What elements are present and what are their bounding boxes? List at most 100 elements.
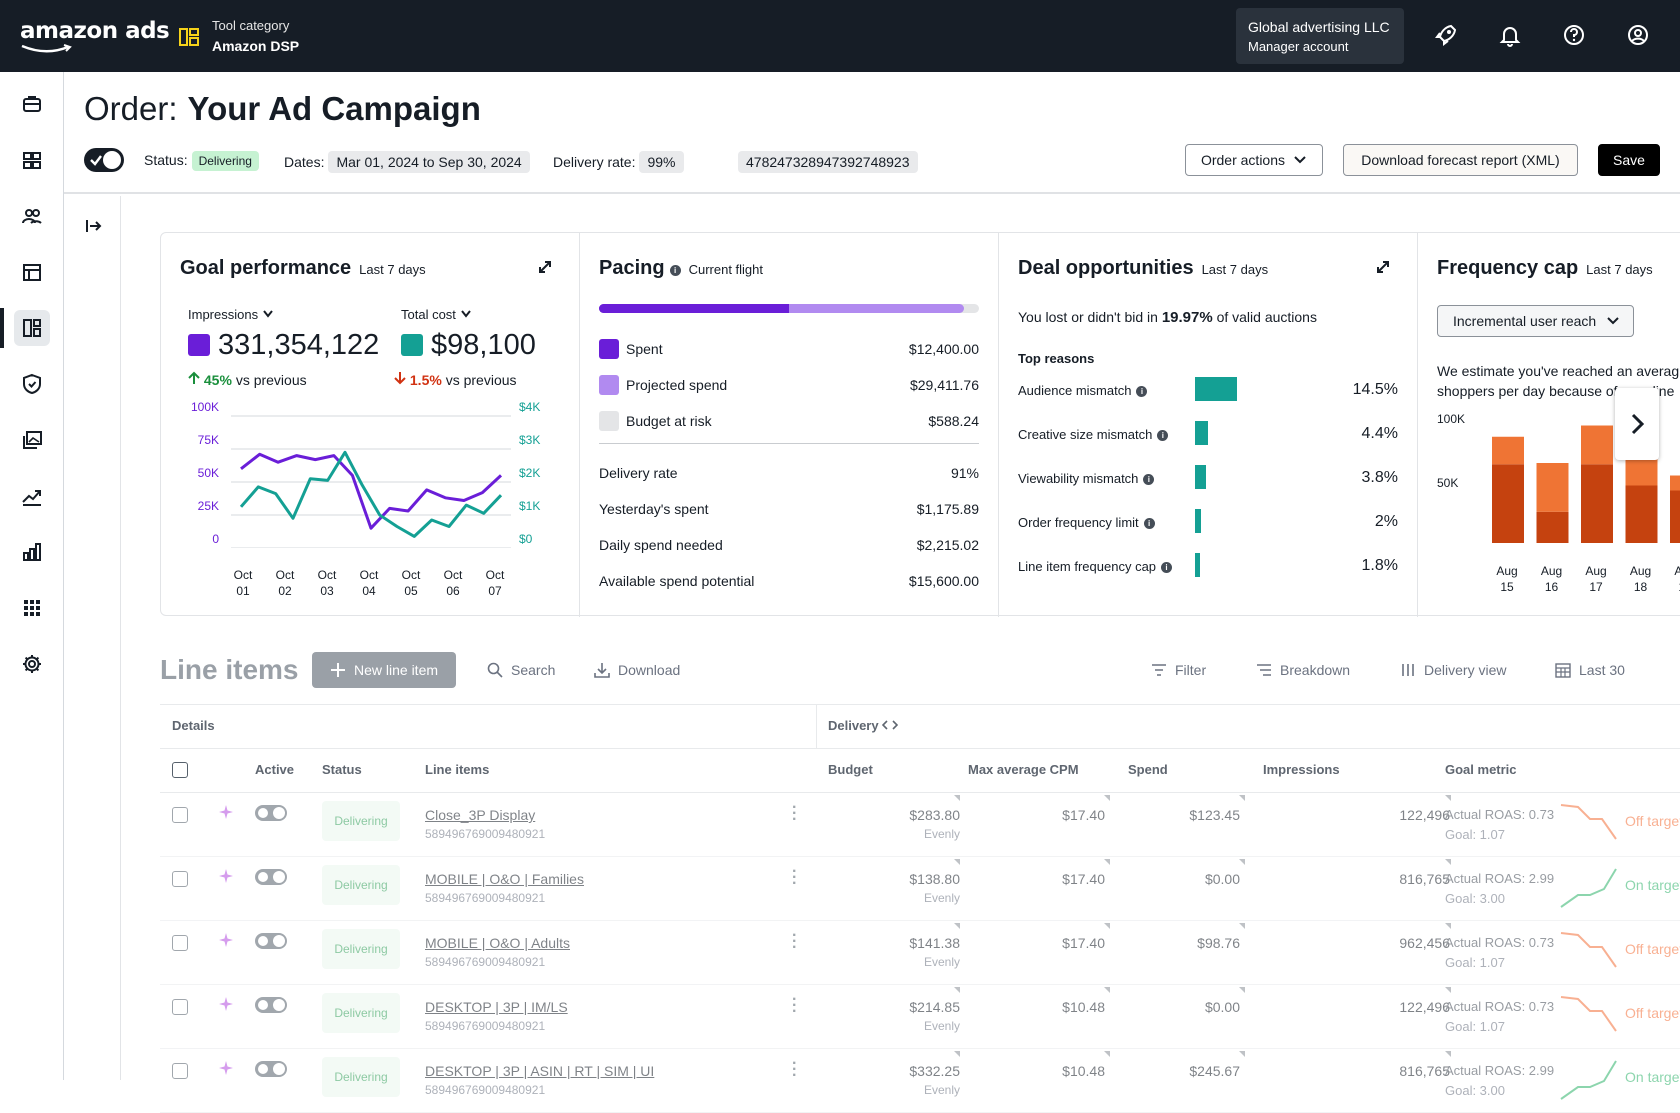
nav-reports[interactable] [14, 534, 50, 570]
sparkle-icon[interactable] [217, 931, 235, 949]
more-actions-icon[interactable]: · · · [792, 799, 798, 828]
dates-label: Dates: [284, 154, 325, 170]
nav-dsp[interactable] [14, 310, 50, 346]
sparkle-icon[interactable] [217, 1059, 235, 1077]
nav-brand-safety[interactable] [14, 366, 50, 402]
download-button[interactable]: Download [594, 662, 680, 678]
budget-value[interactable]: $332.25 [909, 1063, 960, 1079]
nav-creatives[interactable] [14, 422, 50, 458]
row-checkbox[interactable] [172, 1063, 188, 1079]
info-icon[interactable]: i [1136, 386, 1148, 397]
info-icon[interactable]: i [1143, 474, 1155, 485]
next-card-button[interactable] [1615, 388, 1659, 460]
budget-value[interactable]: $214.85 [909, 999, 960, 1015]
nav-settings[interactable] [14, 646, 50, 682]
col-max-cpm[interactable]: Max average CPM [968, 762, 1079, 777]
editable-corner [1239, 859, 1245, 865]
x-tick-month: Aug [1585, 564, 1607, 578]
right-axis-tick: $4K [519, 400, 541, 414]
row-checkbox[interactable] [172, 999, 188, 1015]
frequency-x-tick: Aug 18 [1626, 563, 1656, 595]
nav-briefcase[interactable] [14, 86, 50, 122]
row-active-toggle[interactable] [255, 933, 287, 949]
delivery-view-button[interactable]: Delivery view [1400, 662, 1506, 678]
max-cpm-value[interactable]: $10.48 [1062, 1063, 1105, 1079]
more-actions-icon[interactable]: · · · [792, 927, 798, 956]
line-item-link[interactable]: MOBILE | O&O | Adults [425, 935, 570, 951]
row-active-toggle[interactable] [255, 869, 287, 885]
budget-value[interactable]: $283.80 [909, 807, 960, 823]
col-goal-metric[interactable]: Goal metric [1445, 762, 1517, 777]
bell-icon[interactable] [1495, 20, 1525, 50]
row-active-toggle[interactable] [255, 805, 287, 821]
row-checkbox[interactable] [172, 871, 188, 887]
info-icon[interactable]: i [1157, 430, 1169, 441]
info-icon[interactable]: i [1143, 518, 1155, 529]
metric-cost-selector[interactable]: Total cost [401, 307, 472, 322]
nav-audiences[interactable] [14, 198, 50, 234]
col-active[interactable]: Active [255, 762, 295, 777]
row-active-toggle[interactable] [255, 997, 287, 1013]
pacing-legend-row: Projected spend $29,411.76 [599, 375, 979, 395]
save-button[interactable]: Save [1598, 144, 1660, 176]
new-line-item-button[interactable]: New line item [312, 652, 456, 688]
impressions-value: 331,354,122 [218, 329, 380, 361]
download-label: Download [618, 662, 681, 678]
search-button[interactable]: Search [487, 662, 555, 678]
amazon-ads-logo[interactable]: amazon ads [20, 18, 170, 44]
more-actions-icon[interactable]: · · · [792, 863, 798, 892]
max-cpm-value[interactable]: $17.40 [1062, 871, 1105, 887]
reach-dropdown[interactable]: Incremental user reach [1437, 305, 1634, 337]
help-icon[interactable] [1559, 20, 1589, 50]
more-actions-icon[interactable]: · · · [792, 991, 798, 1020]
nav-store[interactable] [14, 254, 50, 290]
nav-measurement[interactable] [14, 478, 50, 514]
line-item-link[interactable]: DESKTOP | 3P | IM/LS [425, 999, 568, 1015]
line-item-link[interactable]: MOBILE | O&O | Families [425, 871, 584, 887]
budget-value[interactable]: $138.80 [909, 871, 960, 887]
date-range-button[interactable]: Last 30 [1555, 662, 1625, 678]
row-checkbox[interactable] [172, 935, 188, 951]
account-switcher[interactable]: Global advertising LLC Manager account [1236, 8, 1404, 64]
select-all-checkbox[interactable] [172, 762, 188, 778]
col-spend[interactable]: Spend [1128, 762, 1168, 777]
rocket-icon[interactable] [1431, 20, 1461, 50]
sparkle-icon[interactable] [217, 867, 235, 885]
row-active-toggle[interactable] [255, 1061, 287, 1077]
info-icon[interactable]: i [669, 265, 681, 276]
summary-pre: You lost or didn't bid in [1018, 309, 1158, 325]
download-forecast-button[interactable]: Download forecast report (XML) [1343, 144, 1578, 176]
metric-impressions-selector[interactable]: Impressions [188, 307, 274, 322]
expand-icon[interactable] [537, 259, 553, 275]
max-cpm-value[interactable]: $10.48 [1062, 999, 1105, 1015]
sparkle-icon[interactable] [217, 803, 235, 821]
col-impressions[interactable]: Impressions [1263, 762, 1340, 777]
order-active-toggle[interactable] [84, 148, 124, 172]
group-delivery[interactable]: Delivery [828, 718, 899, 733]
col-status[interactable]: Status [322, 762, 362, 777]
row-checkbox[interactable] [172, 807, 188, 823]
breakdown-button[interactable]: Breakdown [1256, 662, 1350, 678]
account-icon[interactable] [1623, 20, 1653, 50]
max-cpm-value[interactable]: $17.40 [1062, 935, 1105, 951]
line-item-link[interactable]: Close_3P Display [425, 807, 536, 823]
col-budget[interactable]: Budget [828, 762, 873, 777]
legend-swatch [599, 411, 619, 431]
nav-apps[interactable] [14, 590, 50, 626]
filter-button[interactable]: Filter [1151, 662, 1206, 678]
editable-corner [1104, 1051, 1110, 1057]
more-actions-icon[interactable]: · · · [792, 1055, 798, 1084]
expand-icon[interactable] [1375, 259, 1391, 275]
x-tick-month: Oct [275, 568, 295, 582]
deals-title: Deal opportunities Last 7 days [1018, 257, 1268, 280]
budget-value[interactable]: $141.38 [909, 935, 960, 951]
max-cpm-value[interactable]: $17.40 [1062, 807, 1105, 823]
sparkle-icon[interactable] [217, 995, 235, 1013]
info-icon[interactable]: i [1161, 562, 1173, 573]
nav-dashboard[interactable] [14, 142, 50, 178]
cost-swatch [401, 334, 423, 356]
col-line-items[interactable]: Line items [425, 762, 490, 777]
line-item-link[interactable]: DESKTOP | 3P | ASIN | RT | SIM | UI [425, 1063, 655, 1079]
expand-panel-icon[interactable] [84, 216, 104, 236]
order-actions-button[interactable]: Order actions [1185, 144, 1323, 176]
